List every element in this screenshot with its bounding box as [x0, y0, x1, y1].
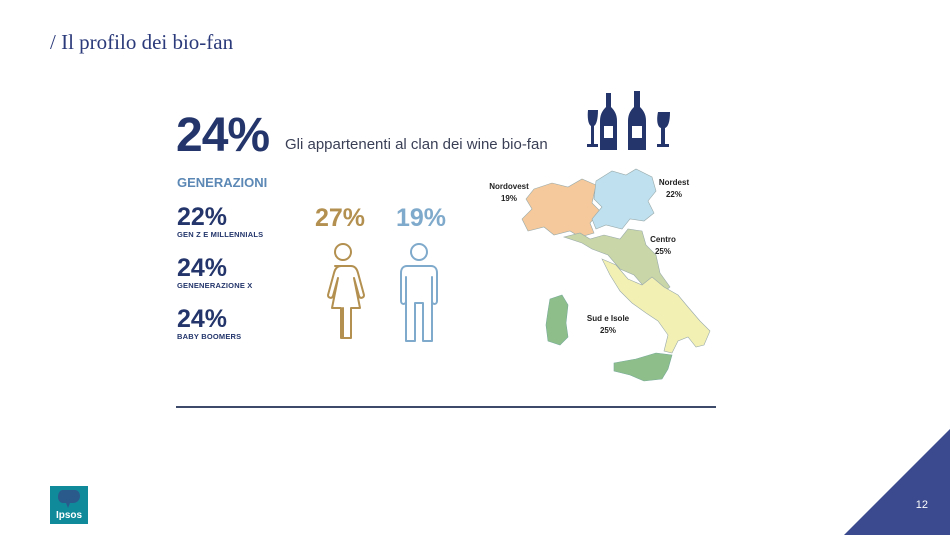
generation-percent: 22%: [177, 203, 228, 231]
wine-bottles-glasses-icon: [587, 91, 670, 150]
hero-percent: 24%: [176, 109, 270, 162]
map-label-nordovest: Nordovest: [489, 182, 529, 191]
ipsos-logo: Ipsos: [50, 486, 88, 524]
generation-label: BABY BOOMERS: [177, 332, 242, 341]
map-region-nordovest: [521, 178, 601, 238]
male-percent: 19%: [396, 204, 447, 232]
logo-text: Ipsos: [55, 510, 83, 521]
map-region-nordest: [591, 168, 657, 230]
woman-icon: [327, 243, 365, 339]
map-value-sud: 25%: [600, 326, 616, 335]
ipsos-logo-mark: [58, 490, 80, 508]
generation-percent: 24%: [177, 305, 228, 333]
generation-item: 24% BABY BOOMERS: [177, 306, 241, 341]
map-label-centro: Centro: [650, 235, 676, 244]
generation-label: GEN Z E MILLENNIALS: [177, 230, 264, 239]
man-icon: [400, 243, 438, 342]
divider: [176, 406, 716, 408]
map-value-centro: 25%: [655, 247, 671, 256]
slide-title: / Il profilo dei bio-fan: [50, 30, 234, 54]
generation-percent: 24%: [177, 254, 228, 282]
page-number: 12: [915, 499, 928, 511]
hero-text: Gli appartenenti al clan dei wine bio-fa…: [285, 136, 548, 153]
map-value-nordovest: 19%: [501, 194, 517, 203]
generations-heading: GENERAZIONI: [177, 175, 268, 190]
generation-item: 24% GENENERAZIONE X: [177, 255, 253, 290]
map-island-sicilia: [613, 352, 673, 382]
map-label-sud: Sud e Isole: [587, 314, 630, 323]
generation-item: 22% GEN Z E MILLENNIALS: [177, 204, 263, 239]
corner-triangle: [844, 429, 950, 535]
female-percent: 27%: [315, 204, 366, 232]
map-value-nordest: 22%: [666, 190, 682, 199]
italy-map: Nordovest 19% Nordest 22% Centro 25% Sud…: [489, 168, 711, 382]
map-region-sud: [601, 258, 711, 354]
map-label-nordest: Nordest: [659, 178, 690, 187]
generation-label: GENENERAZIONE X: [177, 281, 253, 290]
map-region-centro: [562, 228, 671, 296]
map-island-sardegna: [545, 294, 569, 346]
